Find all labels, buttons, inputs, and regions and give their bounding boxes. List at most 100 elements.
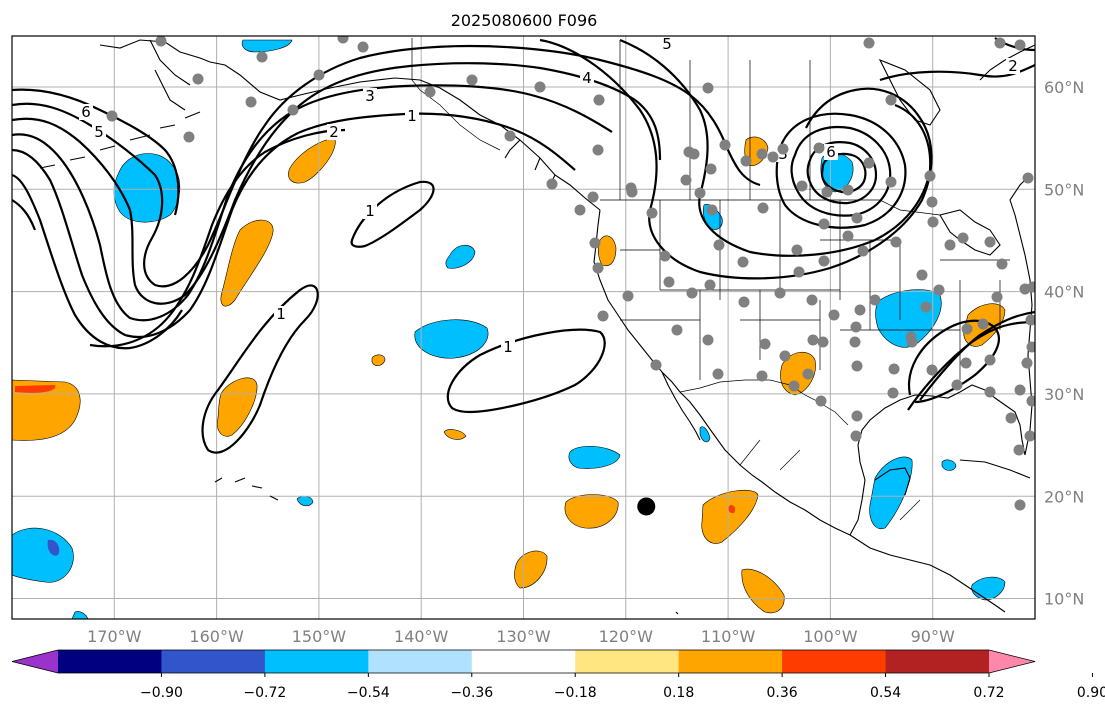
contour-label: 1 — [407, 107, 417, 125]
station-dot — [857, 245, 869, 257]
contour-line — [350, 180, 435, 248]
colorbar-segment — [678, 650, 783, 673]
station-dot — [815, 395, 827, 407]
station-dot — [920, 301, 932, 313]
contour-line — [539, 38, 933, 280]
station-dot — [245, 96, 257, 108]
contour-label: 3 — [365, 87, 375, 105]
station-dot — [851, 410, 863, 422]
shade-cyan — [241, 39, 293, 53]
station-dot — [984, 236, 996, 248]
lon-tick-label: 90°W — [911, 627, 955, 646]
plot-title: 2025080600 F096 — [451, 11, 598, 30]
station-dot — [851, 360, 863, 372]
contour-line — [12, 173, 183, 350]
lon-tick-label: 100°W — [803, 627, 858, 646]
station-dot — [927, 216, 939, 228]
station-dot — [991, 291, 1003, 303]
station-dot — [818, 255, 830, 267]
station-dot — [757, 202, 769, 214]
station-dot — [759, 338, 771, 350]
shade-red — [728, 505, 736, 514]
shade-orange — [220, 219, 274, 307]
station-dot — [287, 104, 299, 116]
contour-line — [446, 328, 606, 414]
contour-line — [12, 84, 613, 322]
colorbar-extend-min — [12, 650, 58, 673]
station-dot — [1005, 412, 1017, 424]
colorbar-segment — [782, 650, 887, 673]
station-dot — [680, 174, 692, 186]
colorbar-tick-label: 0.36 — [767, 685, 798, 701]
shade-cyan — [699, 426, 711, 443]
station-dot — [863, 157, 875, 169]
map-frame — [11, 35, 1036, 620]
shade-orange — [741, 568, 785, 614]
station-dot — [597, 310, 609, 322]
station-dot — [933, 284, 945, 296]
station-dot — [702, 334, 714, 346]
lon-tick-label: 150°W — [292, 627, 347, 646]
station-dot — [1026, 341, 1035, 353]
station-dot — [1014, 39, 1026, 51]
lat-tick-label: 10°N — [1044, 590, 1084, 609]
station-dot — [183, 131, 195, 143]
lat-tick-label: 50°N — [1044, 180, 1084, 199]
colorbar-segment — [471, 650, 576, 673]
alaska-border — [411, 38, 501, 151]
station-dot — [719, 139, 731, 151]
colorbar-tick-label: 0.54 — [870, 685, 901, 701]
location-marker — [637, 497, 656, 516]
aleutians — [39, 111, 201, 169]
shade-cyan — [445, 244, 476, 269]
anomaly-shading — [12, 39, 1006, 619]
station-dot — [957, 232, 969, 244]
station-dot — [1014, 499, 1026, 511]
colorbar-outline — [11, 649, 1036, 674]
contour-line — [907, 320, 1035, 411]
colorbar-tick-label: −0.90 — [140, 685, 183, 701]
station-dot — [924, 170, 936, 182]
hudson-bay — [878, 58, 941, 126]
colorbar-extend-max — [989, 650, 1035, 673]
station-dot — [788, 380, 800, 392]
contours — [12, 37, 1035, 454]
latitude-tick-labels: 10°N 20°N 30°N 40°N 50°N 60°N — [1044, 78, 1084, 608]
alaska-coast — [99, 39, 601, 211]
contour-line — [619, 38, 932, 257]
station-dot — [842, 184, 854, 196]
colorbar-tick-label: −0.54 — [347, 685, 390, 701]
contour-label: 2 — [1008, 57, 1018, 75]
station-dot — [850, 430, 862, 442]
shade-orange — [12, 379, 81, 441]
colorbar: −0.90 −0.72 −0.54 −0.36 −0.18 0.18 0.36 0.54 0.7… — [11, 649, 1105, 701]
lon-tick-label: 160°W — [189, 627, 244, 646]
contour-line — [12, 62, 662, 305]
station-dot — [961, 323, 973, 335]
station-dot — [890, 236, 902, 248]
station-dot — [574, 204, 586, 216]
us-mexico-border — [679, 379, 849, 426]
contour-line — [12, 112, 576, 339]
contour-line — [820, 152, 867, 194]
station-dot — [686, 287, 698, 299]
colorbar-tick-label: 0.18 — [663, 685, 694, 701]
station-dot — [705, 163, 717, 175]
great-lakes — [939, 209, 1001, 256]
contour-label: 5 — [662, 35, 672, 53]
contour-label: 4 — [582, 69, 592, 87]
station-dot — [713, 239, 725, 251]
station-dot — [663, 276, 675, 288]
station-dot — [850, 321, 862, 333]
station-dot — [1013, 444, 1025, 456]
station-dot — [984, 386, 996, 398]
canada-provinces — [619, 40, 811, 200]
station-dot — [738, 296, 750, 308]
station-dot — [802, 368, 814, 380]
station-dot — [671, 324, 683, 336]
colorbar-segment — [575, 650, 680, 673]
map-panel: 6 5 3 2 1 1 1 1 3 4 6 — [11, 35, 1036, 620]
station-dot — [916, 269, 928, 281]
station-dot — [694, 187, 706, 199]
west-coast — [593, 209, 851, 536]
